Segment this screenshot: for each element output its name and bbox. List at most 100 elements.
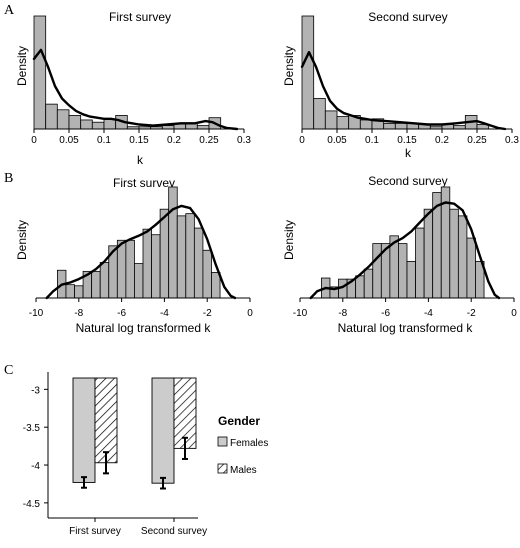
- legend-label-males: Males: [230, 465, 257, 476]
- histogram-bar: [125, 239, 135, 299]
- histogram-bar: [99, 262, 110, 299]
- histogram-bar: [423, 208, 434, 299]
- histogram-bar: [116, 239, 127, 299]
- y-axis-label: Density: [282, 220, 296, 260]
- histogram-bar: [363, 268, 374, 299]
- histogram-bar: [324, 110, 338, 130]
- x-tick-label: 0.25: [467, 135, 487, 146]
- histogram-bar: [142, 228, 152, 299]
- legend-swatch-males: [217, 463, 228, 474]
- y-tick-label: -3.5: [23, 423, 41, 434]
- x-tick-label: -10: [293, 308, 308, 319]
- histogram-bar: [313, 98, 326, 130]
- histogram-bar: [466, 237, 476, 299]
- error-bar: [81, 476, 87, 489]
- x-tick-label: 0.2: [167, 135, 181, 146]
- histogram-bar: [185, 213, 195, 299]
- histogram-bar: [301, 15, 315, 130]
- histogram-bar: [134, 263, 144, 299]
- histogram-bar: [68, 115, 82, 130]
- histogram-bar: [91, 121, 105, 130]
- histogram-bar: [80, 119, 93, 130]
- error-bar: [103, 451, 109, 475]
- x-tick-label: 0.05: [59, 135, 79, 146]
- x-axis-label: k: [405, 146, 412, 160]
- x-tick-label: -2: [467, 308, 476, 319]
- panel-label-b: B: [4, 171, 13, 186]
- y-axis-label: Density: [15, 220, 29, 260]
- panel-b-second-survey: Second survey Density -10 -8 -6 -4 -2 0 Natur…: [282, 174, 517, 335]
- error-bar: [182, 436, 188, 460]
- x-tick-label: -4: [424, 308, 433, 319]
- histogram-bar: [359, 119, 373, 130]
- histogram-bar: [91, 270, 101, 299]
- histogram-bar: [202, 249, 212, 299]
- density-curve: [32, 48, 239, 131]
- x-tick-label: -10: [29, 308, 44, 319]
- histogram-bar: [33, 15, 47, 130]
- bar-females: [151, 377, 175, 484]
- histogram-bar: [161, 125, 175, 130]
- legend-label-females: Females: [230, 438, 268, 449]
- subplot-title: Second survey: [368, 10, 447, 24]
- histogram-bar: [398, 243, 408, 299]
- y-tick-label: -4.5: [23, 499, 41, 510]
- x-tick-label: -4: [160, 308, 169, 319]
- x-tick-label: -8: [338, 308, 347, 319]
- subplot-title: First survey: [113, 176, 175, 190]
- subplot-title: Second survey: [368, 174, 447, 188]
- x-axis-label: k: [137, 153, 144, 167]
- histogram-bar: [168, 186, 178, 299]
- bar-females: [72, 377, 96, 483]
- histogram-bar: [336, 116, 350, 130]
- x-axis-label: Natural log transformed k: [338, 321, 474, 335]
- histogram-bar: [65, 284, 75, 299]
- histogram-bar: [415, 227, 425, 299]
- y-axis-label: Density: [282, 46, 296, 86]
- histogram-bar: [355, 275, 365, 299]
- bar-males: [94, 377, 118, 464]
- x-tick-label: 0.15: [129, 135, 149, 146]
- x-tick-label: 0: [511, 308, 517, 319]
- x-tick-label: 0.2: [435, 135, 449, 146]
- density-curve: [300, 51, 507, 131]
- y-tick-label: -3: [31, 385, 40, 396]
- x-tick-label: 0: [299, 135, 305, 146]
- histogram-bar: [196, 125, 210, 130]
- histogram-bar: [211, 272, 221, 299]
- x-tick-label: -6: [117, 308, 126, 319]
- density-curve: [309, 201, 501, 300]
- x-tick-label: 0.25: [199, 135, 219, 146]
- panel-b-first-survey: First survey Density -10 -8 -6 -4 -2 0 Natura…: [15, 176, 253, 335]
- histogram-bar: [372, 243, 382, 299]
- x-tick-label: -8: [74, 308, 83, 319]
- x-tick-label: 0: [247, 308, 253, 319]
- y-axis-label: Density: [15, 46, 29, 86]
- x-category-label: First survey: [69, 526, 121, 537]
- x-tick-label: 0.1: [365, 135, 379, 146]
- histogram-bar: [406, 260, 416, 299]
- panel-a-second-survey: Second survey Density 0 0.05 0.1 0.15 0.2 0.2…: [282, 10, 519, 160]
- panel-label-a: A: [4, 3, 15, 18]
- y-tick-label: -4: [31, 461, 40, 472]
- panel-a-first-survey: First survey Density 0 0.05 0.1 0.15 0.2 0.25…: [15, 10, 251, 167]
- x-tick-label: 0.05: [327, 135, 347, 146]
- x-tick-label: -2: [203, 308, 212, 319]
- subplot-title: First survey: [109, 10, 171, 24]
- histogram-bar: [383, 122, 396, 130]
- x-tick-label: 0: [31, 135, 37, 146]
- histogram-bar: [176, 215, 187, 299]
- histogram-bar: [449, 208, 459, 299]
- histogram-bar: [151, 234, 161, 299]
- x-tick-label: 0.3: [505, 135, 519, 146]
- x-tick-label: 0.1: [97, 135, 111, 146]
- histogram-bar: [394, 122, 408, 130]
- histogram-bar: [193, 227, 204, 299]
- histogram-bar: [453, 125, 466, 130]
- histogram-bar: [56, 109, 70, 130]
- error-bar: [160, 476, 166, 490]
- legend-swatch-females: [217, 436, 228, 447]
- x-category-label: Second survey: [141, 526, 207, 537]
- x-tick-label: 0.15: [397, 135, 417, 146]
